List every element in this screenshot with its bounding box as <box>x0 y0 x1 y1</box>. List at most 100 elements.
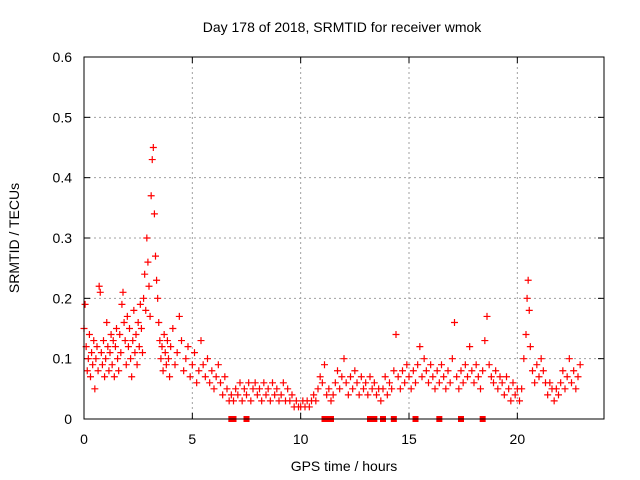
data-point <box>464 373 471 381</box>
data-point <box>163 337 171 345</box>
data-point <box>104 343 112 351</box>
data-point <box>90 337 98 345</box>
data-point <box>511 391 519 399</box>
data-point <box>357 373 365 381</box>
data-point <box>156 337 164 345</box>
data-point <box>195 367 203 375</box>
data-point <box>494 385 502 393</box>
data-point <box>557 379 565 387</box>
data-point <box>466 343 474 351</box>
data-point <box>98 361 106 369</box>
data-point <box>117 349 125 357</box>
data-point <box>139 349 146 357</box>
data-point <box>89 361 97 369</box>
data-point <box>496 373 504 381</box>
data-point <box>448 355 456 363</box>
data-point <box>435 379 443 387</box>
y-tick-label: 0.5 <box>53 109 73 125</box>
data-point <box>277 391 285 399</box>
data-point <box>453 373 461 381</box>
data-point <box>204 355 211 363</box>
data-point <box>383 391 391 399</box>
data-point <box>158 343 166 351</box>
data-point <box>316 373 324 381</box>
data-point <box>137 325 145 332</box>
data-point <box>520 355 528 363</box>
data-point <box>169 325 177 332</box>
data-point <box>288 391 296 399</box>
data-point <box>516 397 523 405</box>
data-point <box>379 385 387 393</box>
data-point <box>262 391 270 399</box>
y-tick-label: 0.6 <box>53 49 73 65</box>
data-point <box>416 343 424 351</box>
data-point <box>253 391 261 399</box>
data-point <box>329 391 337 399</box>
data-point <box>107 331 115 339</box>
data-point <box>433 367 441 375</box>
data-point <box>442 385 450 393</box>
data-point <box>525 306 533 314</box>
data-point <box>135 343 143 351</box>
data-point <box>546 379 554 387</box>
data-point <box>340 355 348 363</box>
data-point <box>414 361 422 369</box>
data-point <box>327 397 335 405</box>
data-point <box>314 385 322 393</box>
data-point <box>492 367 500 375</box>
data-point <box>256 385 263 393</box>
data-point <box>310 391 318 399</box>
data-point <box>94 367 102 375</box>
data-point <box>245 379 253 387</box>
data-point <box>284 385 292 393</box>
data-point <box>131 349 139 357</box>
data-point <box>568 379 575 387</box>
data-point <box>533 361 541 369</box>
data-point <box>214 361 222 369</box>
data-point <box>234 391 242 399</box>
data-point <box>236 379 244 387</box>
chart-title: Day 178 of 2018, SRMTID for receiver wmo… <box>203 19 483 35</box>
data-point <box>386 379 393 387</box>
data-point <box>505 385 513 393</box>
data-point <box>128 373 136 381</box>
data-point <box>531 379 539 387</box>
data-point <box>377 397 385 405</box>
data-point <box>130 306 138 314</box>
data-point <box>221 373 229 381</box>
data-point <box>487 373 495 381</box>
data-point <box>219 391 227 399</box>
data-point <box>92 355 100 363</box>
x-axis-label: GPS time / hours <box>291 458 398 474</box>
data-point <box>197 337 205 345</box>
data-point <box>147 192 155 200</box>
data-point <box>286 397 294 405</box>
data-point <box>124 343 132 351</box>
data-point <box>461 361 469 369</box>
data-point <box>247 397 255 405</box>
data-point <box>126 325 133 332</box>
data-point <box>451 318 458 326</box>
data-point <box>106 349 114 357</box>
x-tick-label: 10 <box>293 431 309 447</box>
data-point <box>318 379 326 387</box>
y-tick-label: 0.3 <box>53 230 73 246</box>
data-point <box>105 367 113 375</box>
data-point <box>148 156 156 164</box>
data-point <box>134 318 142 326</box>
data-point <box>97 349 105 357</box>
data-point <box>118 300 126 308</box>
data-point <box>100 337 107 345</box>
data-point <box>325 385 333 393</box>
data-point <box>574 373 582 381</box>
data-point <box>490 379 497 387</box>
data-point <box>483 312 491 320</box>
data-point <box>420 355 428 363</box>
data-point <box>178 337 185 345</box>
data-point <box>347 373 354 381</box>
data-point <box>292 397 300 405</box>
data-point <box>85 331 93 339</box>
data-point <box>149 144 157 151</box>
data-point <box>223 385 231 393</box>
y-tick-label: 0.1 <box>53 351 73 367</box>
